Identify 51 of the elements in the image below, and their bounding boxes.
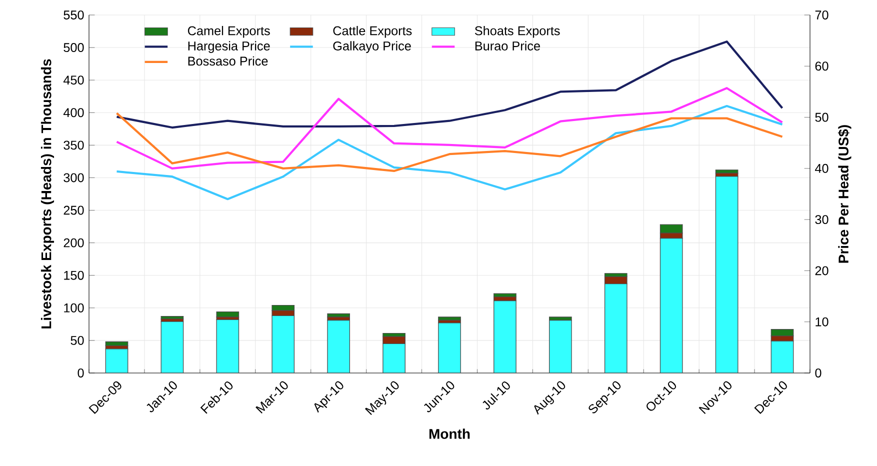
bar [438,316,461,321]
y-tick-label: 50 [70,336,84,345]
legend-label: Galkayo Price [333,41,411,53]
bar [272,315,295,373]
legend-label: Burao Price [475,41,540,50]
line-series [116,40,784,129]
y2-tick-label: 20 [815,266,828,276]
legend-label: Hargesia Price [188,41,270,53]
y-tick-label: 0 [78,368,84,378]
bar [549,320,572,373]
y-tick-label: 450 [63,76,84,85]
bar [494,293,516,298]
y-tick-label: 550 [64,10,84,20]
y-tick-label: 400 [63,108,84,118]
y2-axis-title: Price Per Head (US$) [838,125,852,263]
y-axis-title: Livestock Exports (Heads) in Thousands [40,59,54,328]
y-tick-label: 100 [64,303,84,312]
y2-tick-label: 10 [816,317,828,326]
bar [438,322,461,373]
y-tick-label: 350 [64,140,84,150]
bar [382,336,406,344]
bar [604,276,628,284]
x-axis-title: Month [429,428,470,439]
legend-label: Bossaso Price [188,56,268,66]
bar [105,348,128,373]
y2-tick-label: 50 [815,112,828,122]
bar [327,320,350,373]
y-tick-label: 200 [64,238,84,248]
bar [216,319,240,373]
line-series [116,112,784,172]
bar [715,176,738,373]
y2-tick-label: 60 [815,62,828,71]
y2-tick-label: 70 [815,10,828,20]
bar [494,300,516,373]
legend-label: Camel Exports [188,26,270,38]
y2-tick-label: 30 [815,215,828,224]
y2-tick-label: 0 [815,368,822,378]
bar [770,340,794,373]
line-series [116,104,784,200]
y-tick-label: 300 [64,173,84,182]
y2-tick-label: 40 [815,164,828,173]
bar [382,343,406,373]
legend-label: Cattle Exports [333,26,412,38]
y-tick-label: 250 [64,206,84,215]
bar [660,238,683,373]
bar [160,321,184,373]
y-tick-label: 150 [64,270,84,280]
line-series [116,87,784,170]
bar [604,283,628,373]
legend-label: Shoats Exports [474,26,560,38]
y-tick-label: 500 [64,43,84,52]
